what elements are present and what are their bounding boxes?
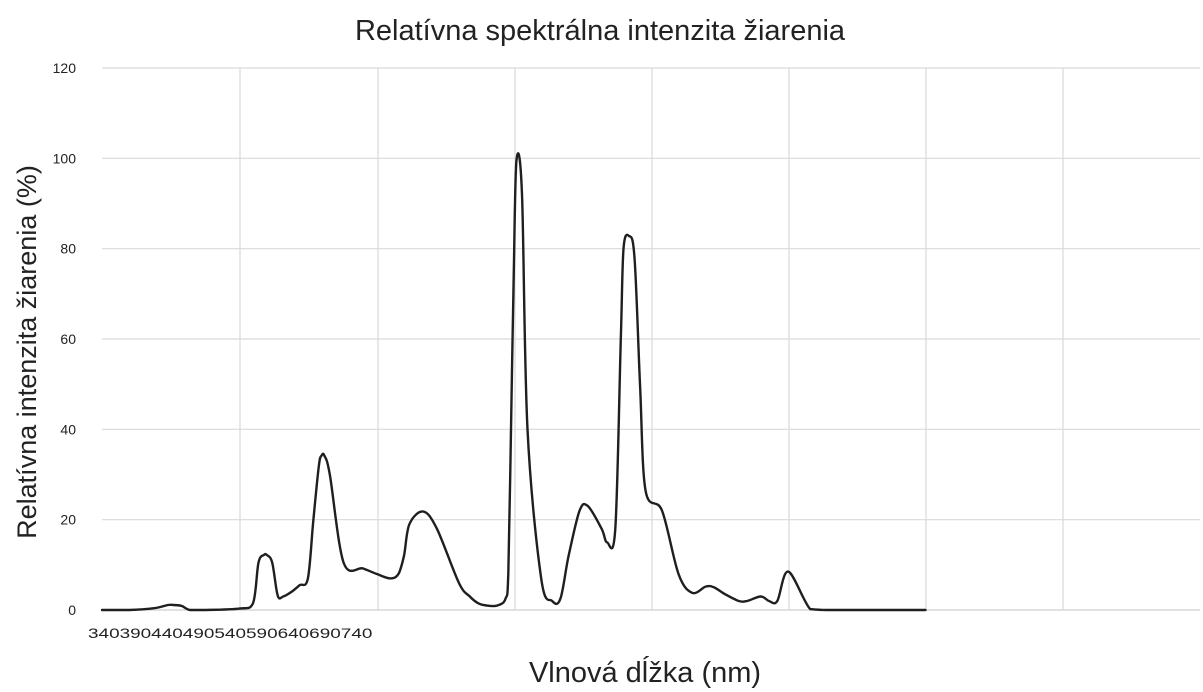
y-tick-label: 20	[60, 512, 76, 528]
y-tick-label: 100	[53, 150, 77, 166]
intensity-curve	[100, 152, 927, 612]
x-tick-label: 640	[278, 625, 310, 641]
x-tick-label: 690	[309, 625, 341, 641]
x-tick-label: 540	[214, 625, 246, 641]
x-axis-ticks: 340 390 440 490 540 590 640 690 740	[88, 625, 373, 641]
x-axis-label: Vlnová dĺžka (nm)	[529, 655, 761, 689]
y-axis-label: Relatívna intenzita žiarenia (%)	[12, 165, 42, 539]
x-tick-label: 440	[151, 625, 183, 641]
y-tick-label: 40	[60, 421, 76, 437]
x-tick-label: 340	[88, 625, 120, 641]
x-tick-label: 590	[246, 625, 278, 641]
x-tick-label: 390	[120, 625, 152, 641]
y-tick-label: 120	[53, 60, 77, 76]
x-tick-label: 740	[341, 625, 373, 641]
chart-title: Relatívna spektrálna intenzita žiarenia	[355, 15, 846, 47]
y-tick-label: 60	[60, 331, 76, 347]
grid-lines	[102, 67, 1200, 611]
y-axis-ticks: 0 20 40 60 80 100 120	[53, 60, 77, 618]
x-tick-label: 490	[183, 625, 215, 641]
y-tick-label: 80	[60, 241, 76, 257]
y-tick-label: 0	[68, 602, 76, 618]
